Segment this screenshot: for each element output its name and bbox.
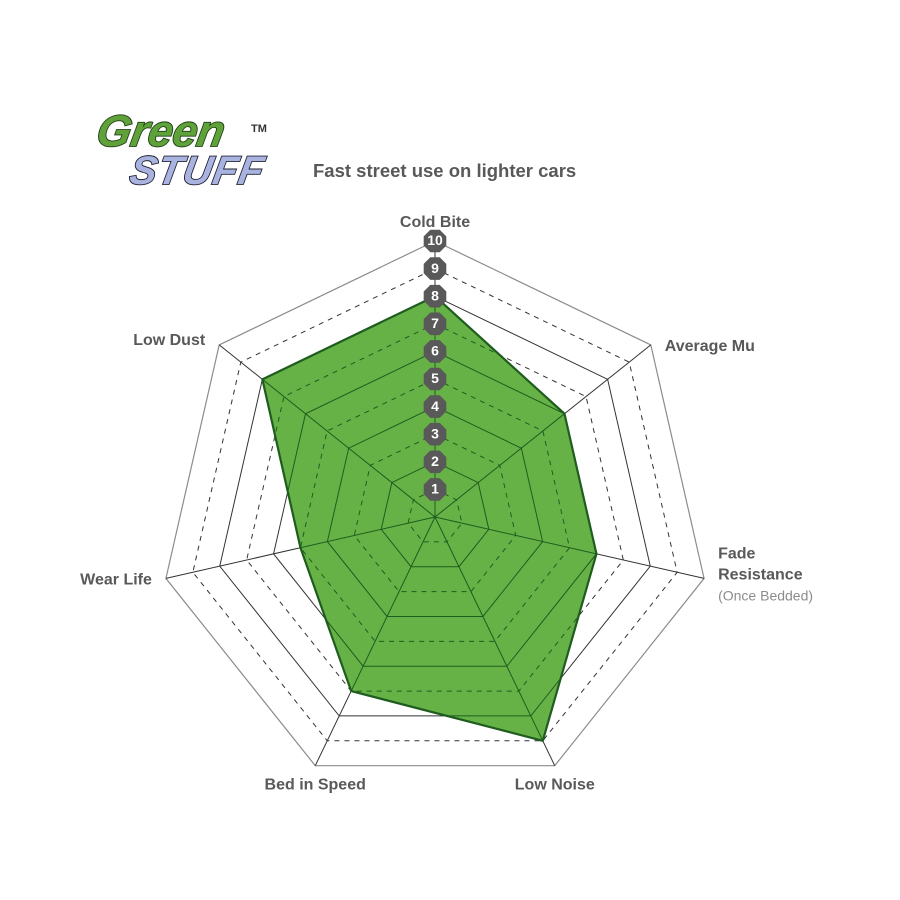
svg-text:8: 8 [431, 287, 439, 303]
svg-text:TM: TM [251, 123, 267, 135]
svg-text:Low Noise: Low Noise [515, 777, 595, 794]
svg-text:Low Dust: Low Dust [133, 332, 206, 349]
svg-text:Average Mu: Average Mu [665, 338, 755, 355]
svg-text:6: 6 [431, 343, 439, 359]
svg-text:9: 9 [431, 260, 439, 276]
svg-text:Wear Life: Wear Life [80, 571, 152, 588]
svg-text:5: 5 [431, 370, 439, 386]
svg-text:Fast street use on lighter car: Fast street use on lighter cars [313, 160, 576, 181]
svg-text:3: 3 [431, 425, 439, 441]
svg-text:STUFF: STUFF [127, 148, 269, 193]
svg-text:7: 7 [431, 315, 439, 331]
svg-text:10: 10 [427, 232, 443, 248]
svg-text:Cold Bite: Cold Bite [400, 214, 470, 231]
svg-text:2: 2 [431, 453, 439, 469]
svg-text:Bed in Speed: Bed in Speed [265, 777, 366, 794]
svg-text:1: 1 [431, 481, 439, 497]
svg-text:4: 4 [431, 398, 439, 414]
